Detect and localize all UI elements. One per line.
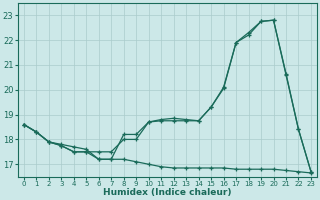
- X-axis label: Humidex (Indice chaleur): Humidex (Indice chaleur): [103, 188, 232, 197]
